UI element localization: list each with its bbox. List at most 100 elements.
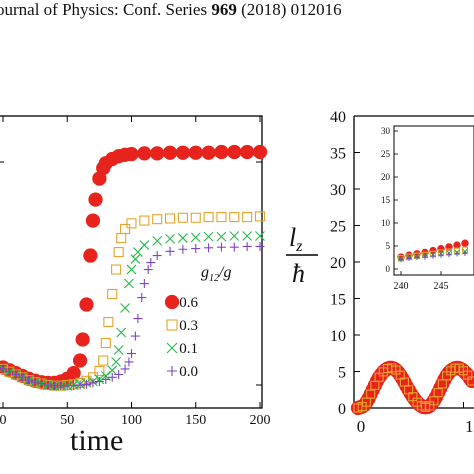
data-point-series-0.0 [127, 349, 136, 359]
legend-label: 0.1 [179, 341, 198, 357]
data-point-series-0.0 [114, 370, 124, 380]
legend: g12/g 0.6 0.3 0.1 0.0 [164, 264, 231, 380]
x-tick-label: 100 [121, 413, 142, 428]
inset-y-tick-label: 5 [386, 241, 391, 251]
data-point-series-0.1 [190, 232, 201, 243]
legend-marker-0.1 [166, 342, 178, 354]
inset-data-point [414, 255, 420, 260]
right-axis-ticks: 0 5 10 15 20 25 30 35 40 0 10 [330, 109, 474, 436]
journal-volume: 969 [211, 0, 237, 19]
data-point-series-0.0 [137, 293, 147, 303]
x-tick-label: 10 [465, 417, 474, 436]
y-tick-label: 15 [330, 292, 346, 309]
data-point-series-0.0 [37, 379, 47, 389]
inset-x-tick-label: 245 [434, 281, 449, 292]
inset-data-point [406, 255, 412, 261]
x-tick-label: 0 [0, 413, 7, 428]
data-point-series-0.1 [126, 264, 137, 275]
y-label-hbar: ħ [292, 259, 305, 288]
data-point-series-0.6 [188, 145, 203, 160]
data-point-series-0.0 [94, 377, 104, 387]
y-tick-label: 10 [330, 328, 346, 345]
data-point-series-0.6 [72, 353, 88, 368]
data-point-series-0.1 [165, 233, 175, 244]
data-point-series-0.3 [229, 212, 240, 223]
data-point-series-0.1 [203, 231, 214, 242]
data-point-series-0.1 [216, 231, 227, 242]
inset-x-tick-label: 240 [394, 281, 409, 292]
data-point-series-0.3 [103, 316, 114, 328]
data-point-series-0.3 [100, 337, 111, 349]
data-point-series-0.6 [85, 213, 101, 228]
legend-label: 0.3 [179, 318, 198, 334]
data-point-series-0.0 [88, 378, 98, 388]
inset-data-point [438, 252, 444, 258]
data-point-series-0.0 [101, 374, 111, 384]
legend-marker-0.0 [167, 366, 177, 376]
data-point-series-0.1 [178, 233, 188, 243]
data-point-series-0.0 [178, 244, 188, 254]
data-point-series-0.0 [146, 258, 156, 268]
data-point-series-0.0 [255, 241, 265, 251]
journal-year-number: (2018) 012016 [241, 0, 342, 19]
inset-data-point [453, 241, 461, 249]
inset-y-tick-label: 15 [381, 195, 391, 205]
inset-data-point [398, 257, 404, 263]
data-point-series-0.1 [111, 357, 121, 367]
x-tick-label: 0 [357, 417, 366, 436]
data-point-series-0.0 [229, 242, 239, 252]
left-plot-marks [0, 144, 268, 391]
data-point-series-0.1 [229, 231, 240, 241]
left-x-axis-label: time [70, 424, 123, 457]
legend-title: g12/g [201, 264, 231, 284]
right-plot-marks [350, 360, 474, 416]
data-point-series-0.6 [75, 332, 90, 347]
inset-y-tick-label: 30 [381, 126, 391, 136]
data-point-series-0.0 [4, 367, 14, 377]
data-point-series-0.1 [152, 235, 163, 246]
data-point-series-0.3 [152, 214, 163, 225]
data-point-series-0.0 [69, 381, 79, 391]
data-point-right [433, 388, 443, 398]
data-point-right [366, 389, 376, 399]
data-point-series-0.0 [242, 241, 252, 251]
data-point-series-0.0 [124, 357, 134, 367]
data-point-series-0.3 [120, 223, 131, 235]
data-point-series-0.1 [116, 327, 127, 338]
data-point-series-0.6 [88, 192, 103, 207]
inset-data-point [422, 254, 428, 260]
inset-plot-marks [397, 239, 469, 263]
data-point-series-0.1 [130, 254, 141, 264]
data-point-right [467, 376, 474, 386]
data-point-series-0.1 [107, 365, 118, 376]
data-point-series-0.0 [107, 372, 117, 382]
inset-data-point [461, 239, 469, 247]
data-point-series-0.3 [94, 365, 105, 377]
data-point-series-0.6 [240, 144, 255, 160]
left-axis-ticks: 0 50 100 150 200 [0, 116, 271, 428]
data-point-series-0.6 [83, 248, 98, 263]
data-point-series-0.0 [204, 243, 214, 253]
legend-marker-0.6 [164, 294, 180, 310]
data-point-series-0.6 [227, 144, 242, 160]
data-point-series-0.0 [120, 364, 130, 374]
y-tick-label: 25 [330, 219, 346, 236]
journal-name: ournal of Physics: Conf. Series [0, 0, 208, 19]
data-point-series-0.3 [111, 264, 122, 275]
inset-y-tick-label: 10 [381, 218, 391, 228]
data-point-series-0.6 [214, 144, 229, 160]
data-point-series-0.1 [124, 278, 134, 289]
data-point-series-0.0 [139, 279, 149, 289]
y-tick-label: 5 [338, 365, 346, 382]
data-point-series-0.0 [11, 370, 21, 380]
data-point-series-0.1 [255, 231, 265, 241]
data-point-series-0.0 [216, 242, 226, 252]
y-tick-label: 20 [330, 255, 346, 272]
data-point-series-0.6 [124, 146, 139, 162]
data-point-series-0.3 [190, 212, 201, 223]
y-label-lz: lz [289, 223, 303, 255]
data-point-series-0.0 [30, 377, 40, 387]
data-point-series-0.0 [130, 331, 140, 341]
data-point-series-0.3 [98, 355, 109, 366]
data-point-series-0.0 [191, 244, 201, 254]
